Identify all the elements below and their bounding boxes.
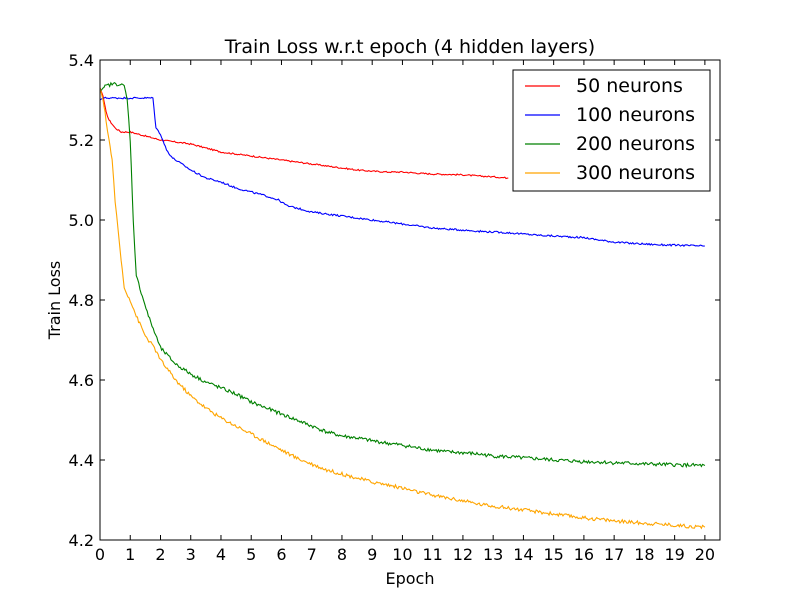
series-line-100-neurons — [99, 96, 705, 248]
y-tick-label: 5.0 — [69, 211, 94, 230]
x-tick-label: 10 — [392, 545, 412, 564]
x-tick-label: 17 — [604, 545, 624, 564]
x-tick-label: 4 — [216, 545, 226, 564]
x-axis-ticks: 0 1 2 3 4 5 6 7 8 9 10 11 12 13 14 15 16 17 18 19 20 — [95, 60, 715, 564]
series-group — [99, 81, 706, 530]
x-tick-label: 14 — [513, 545, 533, 564]
x-tick-label: 7 — [307, 545, 317, 564]
y-axis-ticks: 4.2 4.4 4.6 4.8 5.0 5.2 5.4 — [69, 51, 720, 550]
x-tick-label: 2 — [155, 545, 165, 564]
y-tick-label: 4.6 — [69, 371, 94, 390]
x-tick-label: 15 — [543, 545, 563, 564]
x-tick-label: 18 — [634, 545, 654, 564]
legend-label-50: 50 neurons — [576, 75, 683, 97]
y-tick-label: 4.2 — [69, 531, 94, 550]
y-tick-label: 4.4 — [69, 451, 94, 470]
x-tick-label: 19 — [664, 545, 684, 564]
chart-title: Train Loss w.r.t epoch (4 hidden layers) — [224, 36, 595, 58]
legend-frame — [512, 69, 711, 192]
x-tick-label: 0 — [95, 545, 105, 564]
x-tick-label: 6 — [276, 545, 286, 564]
legend-label-100: 100 neurons — [576, 104, 695, 126]
y-axis-title: Train Loss — [45, 261, 64, 341]
x-tick-label: 12 — [453, 545, 473, 564]
x-tick-label: 16 — [574, 545, 594, 564]
y-tick-label: 4.8 — [69, 291, 94, 310]
series-line-200-neurons — [99, 81, 706, 469]
x-tick-label: 3 — [186, 545, 196, 564]
series-line-300-neurons — [99, 87, 706, 530]
y-tick-label: 5.4 — [69, 51, 94, 70]
x-tick-label: 20 — [695, 545, 715, 564]
x-tick-label: 1 — [125, 545, 135, 564]
y-tick-label: 5.2 — [69, 131, 94, 150]
legend-label-300: 300 neurons — [576, 162, 695, 184]
x-tick-label: 9 — [367, 545, 377, 564]
series-line-50-neurons — [99, 87, 509, 180]
x-tick-label: 13 — [483, 545, 503, 564]
x-tick-label: 8 — [337, 545, 347, 564]
x-axis-title: Epoch — [386, 569, 435, 588]
x-tick-label: 5 — [246, 545, 256, 564]
x-tick-label: 11 — [423, 545, 443, 564]
legend-label-200: 200 neurons — [576, 133, 695, 155]
legend: 50 neurons 100 neurons 200 neurons 300 n… — [512, 69, 711, 192]
